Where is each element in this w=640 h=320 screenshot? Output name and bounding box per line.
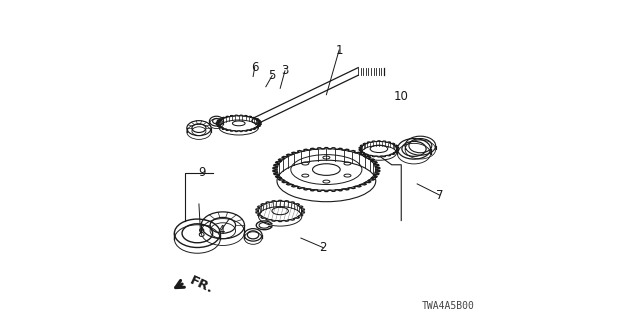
Text: 6: 6 (251, 61, 259, 74)
Text: 9: 9 (198, 166, 206, 179)
Text: 8: 8 (197, 227, 204, 240)
Text: 3: 3 (281, 64, 289, 77)
Text: 1: 1 (335, 44, 343, 57)
Text: 5: 5 (269, 69, 276, 82)
Text: 7: 7 (436, 188, 444, 202)
Text: 4: 4 (218, 224, 225, 236)
Text: 10: 10 (394, 90, 409, 103)
Text: 2: 2 (319, 241, 327, 254)
Text: FR.: FR. (188, 274, 216, 296)
Text: TWA4A5B00: TWA4A5B00 (422, 301, 474, 311)
